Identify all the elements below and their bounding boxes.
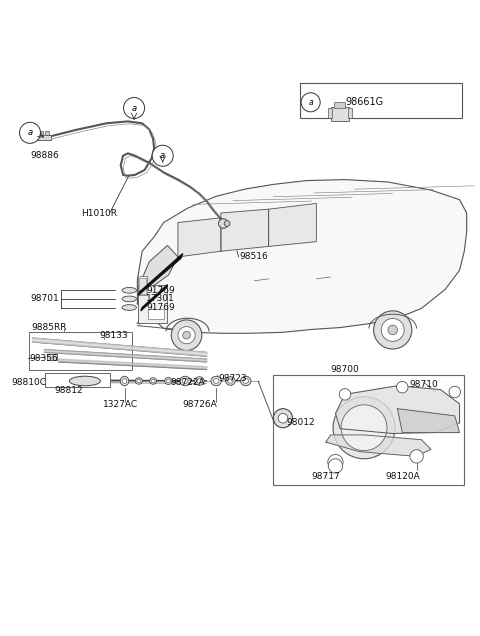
Bar: [139, 278, 146, 294]
Text: 98661G: 98661G: [345, 97, 383, 107]
Ellipse shape: [166, 379, 170, 383]
Text: 91769: 91769: [146, 286, 175, 295]
Polygon shape: [397, 409, 459, 432]
Circle shape: [152, 145, 173, 166]
Ellipse shape: [240, 377, 251, 385]
Circle shape: [178, 327, 195, 344]
Bar: [47, 354, 57, 360]
Bar: [274, 375, 464, 485]
Ellipse shape: [211, 377, 221, 385]
Text: a: a: [308, 98, 313, 107]
Polygon shape: [44, 350, 207, 362]
Polygon shape: [59, 359, 207, 370]
Text: H1010R: H1010R: [82, 209, 118, 218]
Text: 98723: 98723: [218, 374, 247, 383]
Bar: [331, 107, 349, 121]
Circle shape: [328, 455, 343, 470]
Polygon shape: [141, 284, 168, 311]
Text: 98133: 98133: [99, 331, 128, 340]
Ellipse shape: [135, 378, 143, 384]
Circle shape: [341, 405, 387, 451]
Ellipse shape: [120, 377, 129, 385]
Text: 98886: 98886: [30, 151, 59, 160]
Text: 98722A: 98722A: [170, 378, 205, 387]
Polygon shape: [33, 338, 207, 356]
Text: 1327AC: 1327AC: [103, 400, 138, 410]
Text: 98356: 98356: [29, 354, 58, 363]
Ellipse shape: [226, 377, 235, 385]
Circle shape: [20, 122, 40, 143]
Text: 98012: 98012: [287, 418, 315, 427]
Circle shape: [339, 389, 351, 400]
Ellipse shape: [195, 377, 204, 385]
Bar: [45, 373, 110, 387]
Bar: [39, 131, 43, 135]
Ellipse shape: [122, 287, 136, 293]
Ellipse shape: [180, 377, 191, 385]
Bar: [148, 309, 164, 319]
Text: 98812: 98812: [54, 386, 83, 395]
Text: 98700: 98700: [331, 365, 360, 374]
Circle shape: [171, 320, 202, 350]
Circle shape: [274, 409, 292, 428]
Bar: [138, 284, 167, 323]
Circle shape: [123, 97, 144, 118]
Polygon shape: [137, 179, 467, 333]
Ellipse shape: [122, 305, 136, 310]
Polygon shape: [178, 218, 221, 257]
Bar: [45, 131, 48, 135]
Text: 98710: 98710: [409, 380, 438, 389]
Circle shape: [373, 311, 412, 349]
Text: a: a: [160, 151, 165, 160]
Bar: [348, 107, 352, 118]
Ellipse shape: [243, 378, 249, 384]
Ellipse shape: [213, 378, 219, 384]
Circle shape: [278, 413, 288, 423]
Ellipse shape: [165, 378, 172, 384]
Text: a: a: [132, 104, 137, 113]
Circle shape: [183, 331, 191, 339]
Circle shape: [333, 397, 395, 459]
Polygon shape: [326, 435, 431, 457]
Bar: [335, 102, 345, 109]
Bar: [29, 333, 132, 371]
Text: 98726A: 98726A: [182, 400, 217, 410]
Text: 98717: 98717: [312, 472, 340, 481]
Circle shape: [218, 219, 228, 228]
Circle shape: [301, 93, 320, 112]
Bar: [300, 83, 462, 118]
Text: a: a: [27, 128, 33, 137]
Bar: [328, 107, 332, 118]
Circle shape: [224, 221, 230, 226]
Circle shape: [388, 325, 397, 335]
Ellipse shape: [122, 296, 136, 301]
Circle shape: [328, 459, 343, 473]
Text: 9885RR: 9885RR: [31, 323, 66, 332]
Circle shape: [449, 386, 460, 398]
Ellipse shape: [137, 380, 141, 383]
Circle shape: [396, 382, 408, 393]
Ellipse shape: [122, 378, 127, 384]
Ellipse shape: [70, 377, 100, 386]
Polygon shape: [269, 204, 316, 246]
Ellipse shape: [150, 378, 157, 384]
Polygon shape: [336, 386, 459, 434]
Text: 91769: 91769: [146, 303, 175, 312]
Polygon shape: [221, 209, 269, 251]
Ellipse shape: [151, 380, 155, 383]
Text: 98120A: 98120A: [385, 472, 420, 481]
Text: 98516: 98516: [239, 252, 268, 261]
Ellipse shape: [197, 379, 202, 383]
Text: 17301: 17301: [146, 294, 175, 303]
Polygon shape: [138, 254, 183, 295]
Text: 98810C: 98810C: [11, 378, 46, 387]
Polygon shape: [141, 245, 178, 289]
Ellipse shape: [182, 378, 188, 384]
Ellipse shape: [228, 379, 233, 383]
Circle shape: [410, 450, 423, 463]
Bar: [138, 276, 147, 295]
Bar: [37, 135, 50, 141]
Circle shape: [381, 319, 404, 342]
Text: 98701: 98701: [30, 294, 59, 303]
